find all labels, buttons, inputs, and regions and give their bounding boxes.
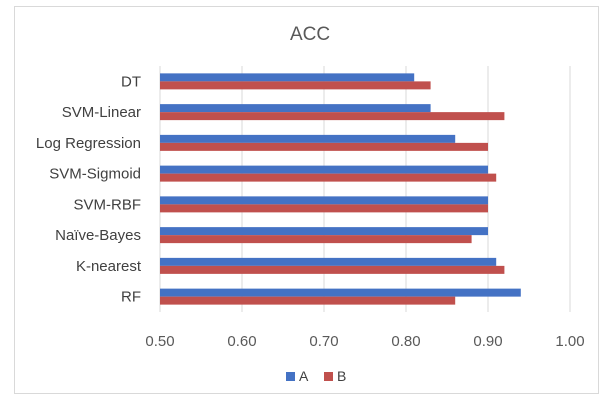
category-label: Log Regression — [36, 135, 141, 152]
x-tick-labels: 0.50 0.60 0.70 0.80 0.90 1.00 — [145, 333, 584, 350]
category-labels: DT SVM-Linear Log Regression SVM-Sigmoid SVM… — [36, 73, 142, 305]
x-tick-label: 0.90 — [473, 333, 502, 350]
legend-swatch — [324, 372, 333, 381]
category-label: DT — [121, 73, 141, 90]
bar-b — [160, 235, 472, 244]
bar-a — [160, 227, 488, 236]
x-tick-label: 0.50 — [145, 333, 174, 350]
bar-b — [160, 112, 505, 121]
bar-a — [160, 73, 415, 82]
legend-label: B — [337, 368, 346, 384]
category-label: K-nearest — [76, 258, 142, 275]
bar-b — [160, 173, 497, 182]
bars — [160, 73, 521, 305]
category-label: SVM-RBF — [74, 196, 142, 213]
bar-b — [160, 204, 488, 213]
x-tick-label: 0.70 — [309, 333, 338, 350]
gridlines — [159, 66, 571, 312]
bar-a — [160, 257, 497, 266]
bar-b — [160, 142, 488, 151]
category-label: RF — [121, 289, 141, 306]
category-label: SVM-Sigmoid — [49, 166, 141, 183]
bar-b — [160, 81, 431, 90]
bar-a — [160, 165, 488, 174]
category-label: Naïve-Bayes — [55, 227, 141, 244]
x-tick-label: 0.80 — [391, 333, 420, 350]
bar-a — [160, 196, 488, 205]
legend-swatch — [286, 372, 295, 381]
x-tick-label: 0.60 — [227, 333, 256, 350]
bar-b — [160, 265, 505, 274]
x-tick-label: 1.00 — [555, 333, 584, 350]
bar-a — [160, 134, 456, 143]
category-label: SVM-Linear — [62, 104, 141, 121]
chart-title: ACC — [290, 24, 330, 45]
bar-a — [160, 104, 431, 113]
bar-b — [160, 296, 456, 305]
legend-label: A — [299, 368, 309, 384]
bar-a — [160, 288, 521, 297]
